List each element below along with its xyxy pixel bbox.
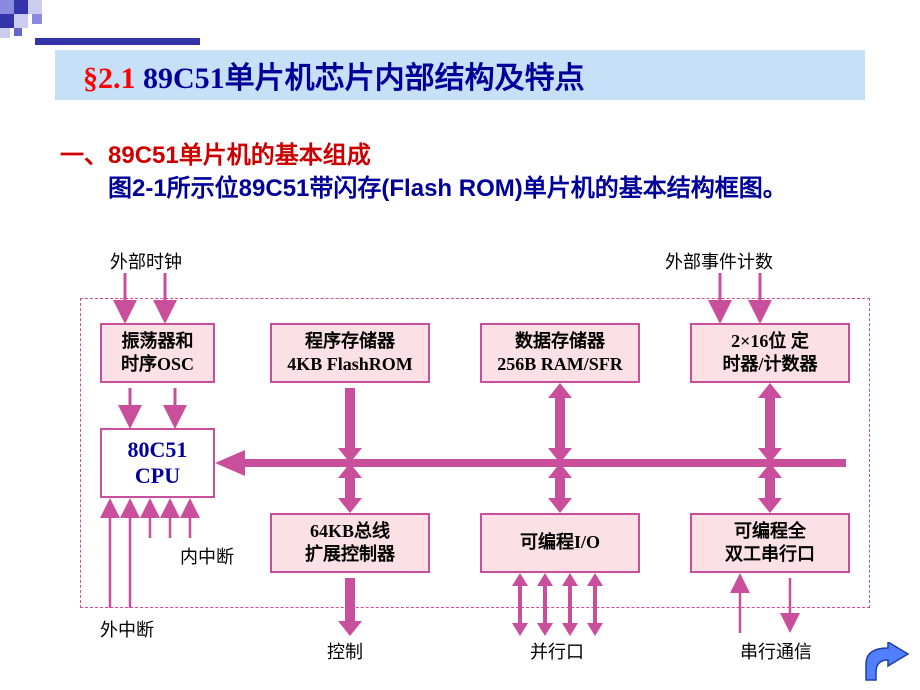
- block-pio-l1: 可编程I/O: [520, 531, 600, 554]
- label-control: 控制: [327, 638, 363, 664]
- block-program-memory: 程序存储器 4KB FlashROM: [270, 323, 430, 383]
- return-button[interactable]: [862, 642, 910, 682]
- subtitle-2: 图2-1所示位89C51带闪存(Flash ROM)单片机的基本结构框图。: [60, 172, 860, 206]
- block-prog-l2: 4KB FlashROM: [287, 353, 413, 376]
- block-pio: 可编程I/O: [480, 513, 640, 573]
- block-cpu: 80C51 CPU: [100, 428, 215, 498]
- label-serial: 串行通信: [740, 638, 812, 664]
- label-ext-clock: 外部时钟: [110, 248, 182, 274]
- decoration-corner: [0, 0, 200, 50]
- label-parallel: 并行口: [530, 638, 584, 664]
- label-external-interrupt: 外中断: [100, 616, 154, 642]
- block-timer-l2: 时器/计数器: [722, 353, 817, 376]
- label-internal-interrupt: 内中断: [180, 543, 234, 569]
- block-uart-l1: 可编程全: [734, 520, 806, 543]
- return-icon: [862, 642, 910, 682]
- block-uart: 可编程全 双工串行口: [690, 513, 850, 573]
- block-ext-l1: 64KB总线: [310, 520, 390, 543]
- title-bar: §2.1 89C51单片机芯片内部结构及特点: [55, 50, 865, 100]
- block-data-l1: 数据存储器: [515, 330, 605, 353]
- block-ext-l2: 扩展控制器: [305, 543, 395, 566]
- block-bus-ext: 64KB总线 扩展控制器: [270, 513, 430, 573]
- block-data-memory: 数据存储器 256B RAM/SFR: [480, 323, 640, 383]
- block-uart-l2: 双工串行口: [725, 543, 815, 566]
- block-data-l2: 256B RAM/SFR: [497, 353, 623, 376]
- block-osc-l1: 振荡器和: [122, 330, 194, 353]
- label-ext-event: 外部事件计数: [665, 248, 773, 274]
- title-text: §2.1 89C51单片机芯片内部结构及特点: [83, 53, 585, 97]
- block-prog-l1: 程序存储器: [305, 330, 395, 353]
- title-prefix: §2.1: [83, 62, 136, 95]
- block-timer-l1: 2×16位 定: [731, 330, 809, 353]
- block-oscillator: 振荡器和 时序OSC: [100, 323, 215, 383]
- block-cpu-l1: 80C51: [128, 437, 188, 463]
- block-diagram: 振荡器和 时序OSC 程序存储器 4KB FlashROM 数据存储器 256B…: [60, 248, 872, 658]
- title-main: 89C51单片机芯片内部结构及特点: [143, 62, 585, 95]
- block-timer: 2×16位 定 时器/计数器: [690, 323, 850, 383]
- block-cpu-l2: CPU: [135, 463, 180, 489]
- block-osc-l2: 时序OSC: [121, 353, 194, 376]
- subtitle-1: 一、89C51单片机的基本组成: [60, 135, 371, 170]
